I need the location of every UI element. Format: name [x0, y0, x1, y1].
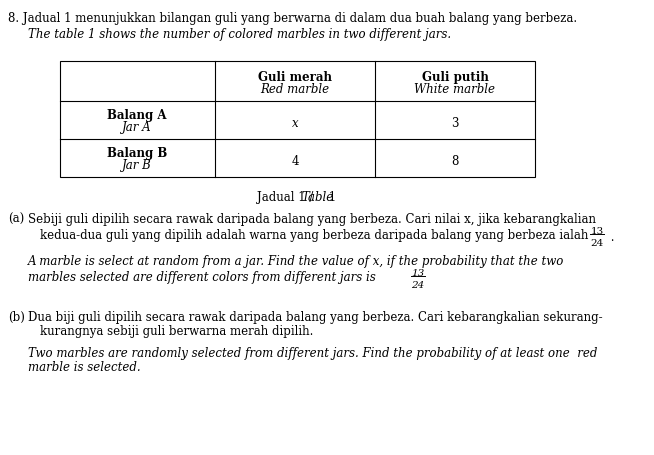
Text: Balang A: Balang A [107, 109, 167, 122]
Text: Red marble: Red marble [260, 83, 330, 96]
Text: The table 1 shows the number of colored marbles in two different jars.: The table 1 shows the number of colored … [28, 28, 451, 41]
Text: Guli merah: Guli merah [258, 71, 332, 84]
Text: Dua biji guli dipilih secara rawak daripada balang yang berbeza. Cari kebarangka: Dua biji guli dipilih secara rawak darip… [28, 310, 602, 324]
Text: 24: 24 [411, 280, 424, 289]
Text: White marble: White marble [415, 83, 496, 96]
Text: A marble is select at random from a jar. Find the value of x, if the probability: A marble is select at random from a jar.… [28, 254, 564, 268]
Text: .: . [607, 231, 615, 243]
Text: (a): (a) [8, 212, 24, 226]
Text: Jar A: Jar A [122, 121, 152, 134]
Text: 3: 3 [451, 117, 458, 130]
Text: marble is selected.: marble is selected. [28, 360, 141, 373]
Text: 24: 24 [591, 238, 604, 248]
Text: marbles selected are different colors from different jars is: marbles selected are different colors fr… [28, 270, 376, 283]
Text: Table: Table [301, 191, 334, 203]
Text: Jar B: Jar B [122, 159, 152, 172]
Text: 13: 13 [591, 227, 604, 236]
Text: 4: 4 [291, 155, 299, 167]
Text: Sebiji guli dipilih secara rawak daripada balang yang berbeza. Cari nilai x, jik: Sebiji guli dipilih secara rawak daripad… [28, 212, 596, 226]
Text: 13: 13 [411, 268, 424, 278]
Text: (b): (b) [8, 310, 25, 324]
Text: Two marbles are randomly selected from different jars. Find the probability of a: Two marbles are randomly selected from d… [28, 346, 597, 359]
Text: 8. Jadual 1 menunjukkan bilangan guli yang berwarna di dalam dua buah balang yan: 8. Jadual 1 menunjukkan bilangan guli ya… [8, 12, 577, 25]
Bar [60, 62, 535, 177]
Text: Balang B: Balang B [107, 147, 167, 160]
Text: 1: 1 [325, 191, 336, 203]
Text: x: x [292, 117, 298, 130]
Text: Guli putih: Guli putih [422, 71, 489, 84]
Text: kedua-dua guli yang dipilih adalah warna yang berbeza daripada balang yang berbe: kedua-dua guli yang dipilih adalah warna… [40, 228, 589, 242]
Text: 8: 8 [451, 155, 458, 167]
Text: Jadual 1 /: Jadual 1 / [257, 191, 317, 203]
Text: kurangnya sebiji guli berwarna merah dipilih.: kurangnya sebiji guli berwarna merah dip… [40, 324, 313, 337]
